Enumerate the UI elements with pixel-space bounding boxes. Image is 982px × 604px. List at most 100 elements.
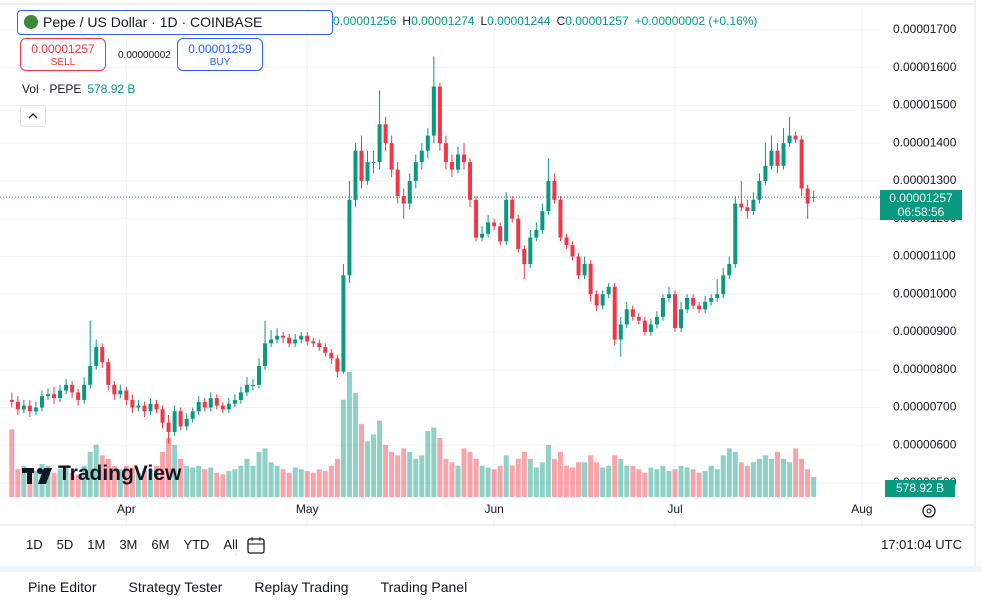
- volume-bar: [431, 427, 437, 497]
- volume-bar: [202, 469, 208, 497]
- candle-body: [419, 150, 424, 163]
- volume-bar: [425, 431, 431, 497]
- volume-bar: [413, 458, 419, 497]
- volume-bar: [220, 474, 226, 497]
- y-tick-label: 0.00001600: [893, 60, 957, 74]
- y-tick-label: 0.00001300: [893, 173, 957, 187]
- volume-bar: [9, 429, 15, 497]
- volume-bar: [485, 467, 491, 497]
- candle-body: [323, 347, 328, 353]
- volume-bar: [437, 437, 443, 497]
- volume-bar: [618, 458, 624, 497]
- volume-bar: [274, 465, 280, 497]
- candle-body: [263, 343, 268, 366]
- range-buttons: 1D 5D 1M 3M 6M YTD All: [26, 537, 252, 552]
- candle-body: [94, 347, 99, 366]
- range-button[interactable]: YTD: [183, 537, 210, 552]
- volume-bar: [714, 469, 720, 497]
- candle-body: [474, 199, 479, 238]
- candle-body: [721, 275, 726, 295]
- volume-bar: [178, 458, 184, 497]
- volume-bar: [642, 472, 648, 497]
- range-button[interactable]: All: [223, 537, 238, 552]
- volume-bar: [129, 467, 135, 497]
- volume-bar: [612, 455, 618, 497]
- volume-bar: [322, 470, 328, 497]
- panel-tab[interactable]: Replay Trading: [254, 579, 349, 595]
- volume-bar: [238, 465, 244, 497]
- range-button[interactable]: 5D: [56, 537, 74, 552]
- range-button[interactable]: 1M: [87, 537, 106, 552]
- candle-body: [27, 405, 32, 412]
- volume-bar: [455, 465, 461, 497]
- candle-body: [341, 275, 346, 372]
- volume-bar: [292, 467, 298, 497]
- candle-body: [136, 405, 141, 408]
- symbol-legend[interactable]: Pepe / US Dollar · 1D · COINBASE: [17, 10, 333, 35]
- candle-body: [311, 341, 316, 344]
- sell-button[interactable]: 0.00001257 SELL: [20, 38, 106, 71]
- volume-bar: [334, 458, 340, 497]
- candle-body: [600, 294, 605, 306]
- panel-tab[interactable]: Trading Panel: [380, 579, 468, 595]
- candle-body: [805, 188, 810, 204]
- volume-bar: [768, 458, 774, 497]
- volume-bar: [75, 474, 81, 497]
- volume-bar: [328, 465, 334, 497]
- price-label-countdown: 06:58:56: [897, 205, 945, 219]
- candle-body: [570, 245, 575, 257]
- volume-bar: [395, 455, 401, 497]
- candle-body: [118, 390, 123, 395]
- candle-body: [347, 199, 352, 276]
- settings-icon[interactable]: [922, 504, 936, 518]
- volume-bar: [286, 472, 292, 497]
- candle-body: [775, 150, 780, 166]
- volume-bar: [316, 469, 322, 497]
- volume-bar: [232, 469, 238, 497]
- volume-bar: [799, 458, 805, 497]
- candle-body: [546, 180, 551, 212]
- candle-body: [455, 154, 460, 170]
- range-button[interactable]: 3M: [119, 537, 138, 552]
- volume-bar: [123, 465, 129, 497]
- volume-bar: [666, 470, 672, 497]
- volume-bar: [582, 462, 588, 497]
- volume-bar: [401, 448, 407, 497]
- buy-button[interactable]: 0.00001259 BUY: [177, 38, 263, 71]
- volume-bar: [154, 465, 160, 497]
- candle-body: [317, 343, 322, 348]
- volume-bar: [21, 465, 27, 497]
- candle-body: [660, 297, 665, 317]
- volume-bar: [702, 470, 708, 497]
- volume-bar: [594, 462, 600, 497]
- candle-body: [33, 407, 38, 412]
- calendar-icon[interactable]: [247, 537, 265, 554]
- candle-body: [130, 399, 135, 408]
- candle-body: [305, 335, 310, 342]
- candle-body: [275, 335, 280, 340]
- candle-body: [377, 124, 382, 163]
- candle-body: [172, 411, 177, 433]
- volume-bar: [449, 462, 455, 497]
- volume-bar: [45, 465, 51, 497]
- candle-body: [335, 358, 340, 372]
- panel-tab[interactable]: Strategy Tester: [128, 579, 223, 595]
- volume-bar: [268, 462, 274, 497]
- candle-body: [9, 399, 14, 402]
- volume-bar: [304, 470, 310, 497]
- range-button[interactable]: 1D: [26, 537, 43, 552]
- candle-body: [751, 199, 756, 212]
- volume-bar: [684, 467, 690, 497]
- collapse-button[interactable]: [20, 105, 46, 127]
- panel-tab[interactable]: Pine Editor: [28, 579, 97, 595]
- range-button[interactable]: 6M: [151, 537, 170, 552]
- volume-bar: [600, 467, 606, 497]
- volume-bar: [214, 472, 220, 497]
- volume-bar: [570, 467, 576, 497]
- volume-bar: [250, 465, 256, 497]
- candle-body: [250, 384, 255, 386]
- volume-bar: [87, 451, 93, 497]
- volume-bar: [606, 465, 612, 497]
- candle-body: [293, 339, 298, 344]
